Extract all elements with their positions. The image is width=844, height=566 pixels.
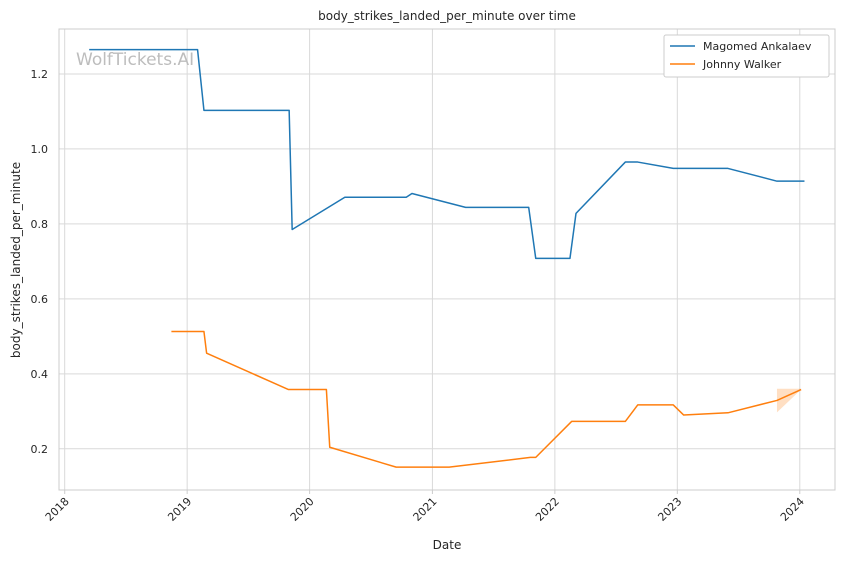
x-tick-label: 2019	[165, 495, 194, 524]
x-tick-label: 2023	[655, 495, 684, 524]
x-tick-label: 2020	[288, 495, 317, 524]
x-tick-label: 2024	[778, 495, 807, 524]
legend-box	[663, 34, 830, 78]
y-axis-label: body_strikes_landed_per_minute	[9, 162, 23, 358]
chart-title: body_strikes_landed_per_minute over time	[318, 9, 576, 23]
confidence-bands	[776, 388, 802, 413]
series-lines	[89, 48, 805, 468]
y-tick-label: 0.2	[31, 443, 49, 456]
y-tick-label: 0.8	[31, 218, 49, 231]
y-tick-label: 1.0	[31, 143, 49, 156]
x-tick-label: 2018	[43, 495, 72, 524]
x-tick-label: 2021	[411, 495, 440, 524]
y-tick-labels: 0.2 0.4 0.6 0.8 1.0 1.2	[31, 68, 49, 456]
grid	[59, 29, 835, 494]
legend: Magomed Ankalaev Johnny Walker	[663, 34, 830, 78]
x-tick-labels: 2018 2019 2020 2021 2022 2023 2024	[43, 495, 807, 524]
y-tick-label: 0.6	[31, 293, 49, 306]
legend-label-magomed-ankalaev: Magomed Ankalaev	[703, 40, 812, 53]
legend-label-johnny-walker: Johnny Walker	[702, 58, 782, 71]
band-johnny-walker	[776, 388, 802, 413]
plot-frame	[58, 28, 836, 491]
series-line-johnny-walker	[171, 330, 802, 468]
x-tick-label: 2022	[533, 495, 562, 524]
x-axis-label: Date	[433, 538, 462, 552]
y-tick-label: 0.4	[31, 368, 49, 381]
watermark: WolfTickets.AI	[76, 50, 194, 70]
y-tick-label: 1.2	[31, 68, 49, 81]
series-line-magomed-ankalaev	[89, 48, 805, 260]
plot-background	[59, 29, 835, 490]
